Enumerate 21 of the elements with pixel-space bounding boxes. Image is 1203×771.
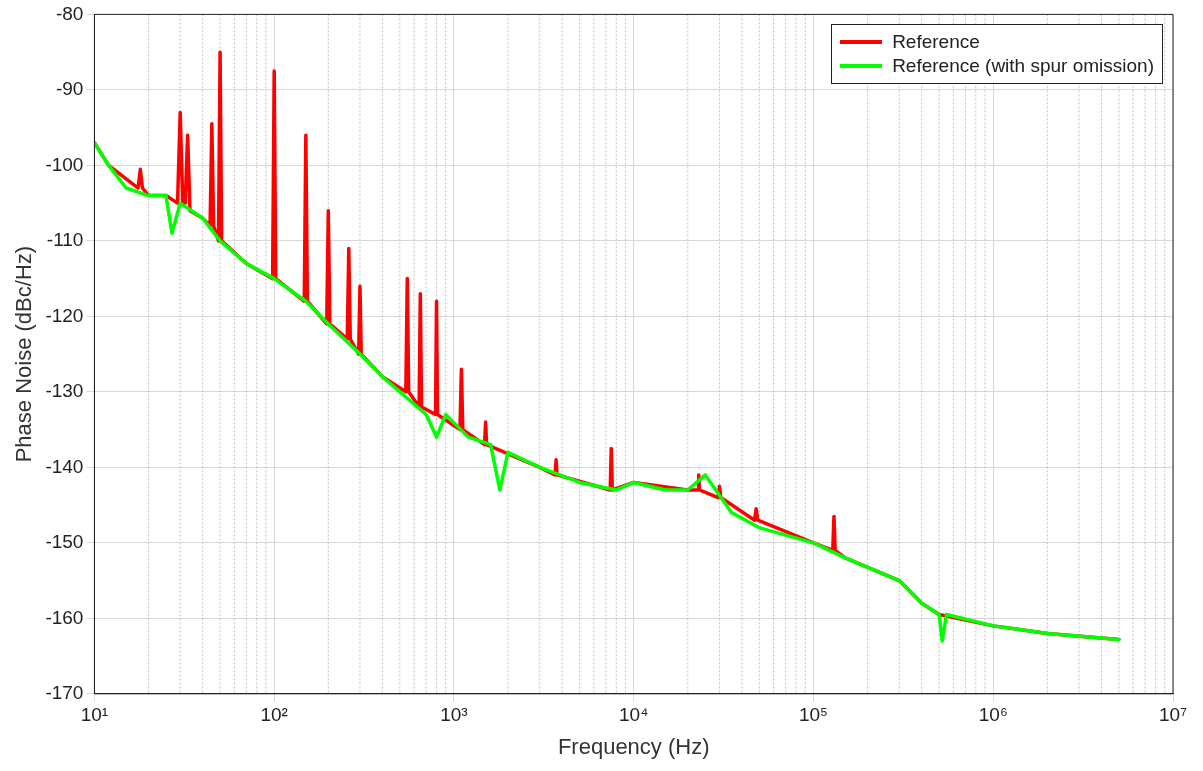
legend-label: Reference (892, 31, 980, 54)
x-tick-label: 10³ (440, 704, 468, 726)
y-tick-label: -110 (46, 229, 84, 251)
x-tick-label: 10⁴ (619, 704, 649, 726)
x-tick-label: 10⁶ (978, 704, 1008, 726)
y-tick-label: -120 (45, 304, 84, 326)
x-tick-label: 10² (260, 704, 288, 726)
x-tick-label: 10¹ (80, 704, 109, 726)
y-tick-label: -140 (45, 455, 84, 477)
x-axis-title: Frequency (Hz) (557, 733, 710, 759)
y-tick-label: -160 (45, 606, 84, 628)
y-tick-label: -100 (45, 153, 84, 175)
y-axis-title: Phase Noise (dBc/Hz) (11, 245, 37, 463)
y-tick-label: -130 (45, 380, 84, 402)
x-tick-label: 10⁵ (798, 704, 828, 726)
x-tick-label: 10⁷ (1158, 704, 1188, 726)
y-tick-label: -150 (45, 531, 84, 553)
y-tick-label: -80 (55, 2, 84, 24)
legend-label: Reference (with spur omission) (892, 55, 1154, 78)
y-tick-label: -90 (55, 78, 84, 100)
y-tick-label: -170 (45, 682, 84, 704)
